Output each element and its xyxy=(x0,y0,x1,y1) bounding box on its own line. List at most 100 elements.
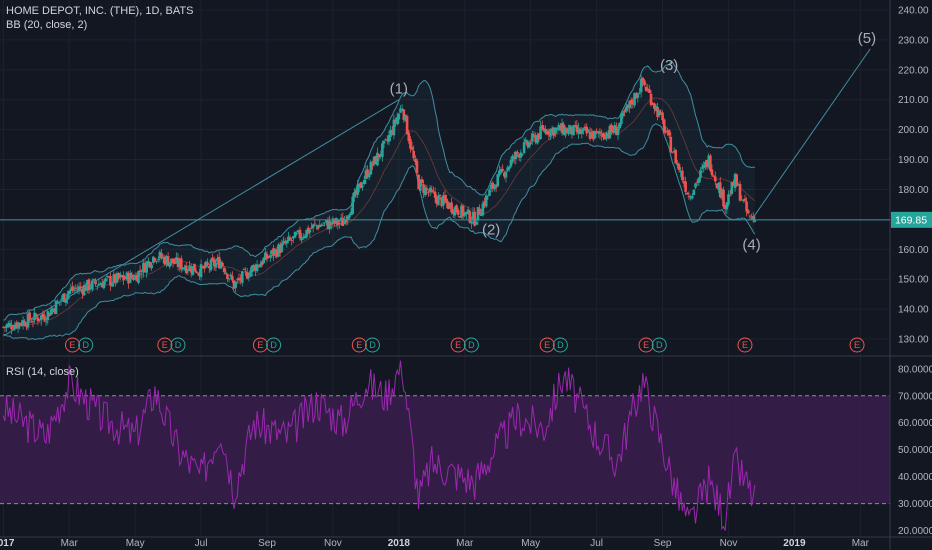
marker-letter: E xyxy=(356,340,362,350)
candle xyxy=(713,176,717,182)
marker-letter: E xyxy=(742,340,748,350)
candle xyxy=(639,79,643,93)
candle xyxy=(532,134,536,136)
candle xyxy=(305,229,308,238)
candle xyxy=(203,265,206,269)
candle xyxy=(216,258,219,262)
candle xyxy=(387,135,391,142)
candle xyxy=(404,114,407,121)
candle xyxy=(636,94,640,98)
candle xyxy=(700,167,704,169)
candle xyxy=(681,170,684,181)
candle xyxy=(743,198,747,201)
candle xyxy=(590,132,593,138)
candle xyxy=(504,171,508,178)
candle xyxy=(331,218,335,224)
candle xyxy=(394,119,397,123)
earnings-marker[interactable]: E xyxy=(737,337,753,353)
candle xyxy=(79,286,83,289)
candle xyxy=(114,274,117,283)
candle xyxy=(709,155,712,171)
candle xyxy=(570,126,574,135)
candle xyxy=(333,219,336,224)
candle xyxy=(236,279,239,281)
marker-circle xyxy=(849,337,865,353)
time-tick-label: 2019 xyxy=(783,538,806,549)
candle xyxy=(443,195,447,201)
earnings-marker[interactable]: E xyxy=(252,337,268,353)
dividend-marker[interactable]: D xyxy=(170,337,186,353)
candle xyxy=(217,256,221,269)
candle xyxy=(329,222,333,225)
candle xyxy=(318,224,322,228)
price-tick-label: 190.00 xyxy=(898,155,929,166)
candle xyxy=(372,156,376,165)
earnings-marker[interactable]: E xyxy=(157,337,173,353)
candle xyxy=(120,275,124,278)
price-tick-label: 180.00 xyxy=(898,185,929,196)
candle xyxy=(382,140,386,144)
candle xyxy=(507,166,511,169)
dividend-marker[interactable]: D xyxy=(463,337,479,353)
dividend-marker[interactable]: D xyxy=(266,337,282,353)
earnings-marker[interactable]: E xyxy=(65,337,81,353)
candle xyxy=(181,267,185,269)
candle xyxy=(36,317,40,322)
wave-label: (1) xyxy=(390,81,408,98)
candle xyxy=(338,223,341,224)
candle xyxy=(260,261,264,265)
candle xyxy=(667,130,671,136)
candle xyxy=(618,122,622,129)
candle xyxy=(328,220,331,229)
candle xyxy=(633,93,636,106)
candle xyxy=(379,155,383,156)
candle xyxy=(293,231,297,238)
candle xyxy=(674,150,678,164)
candle xyxy=(336,220,340,225)
candle xyxy=(631,102,635,105)
candle xyxy=(587,130,590,133)
rsi-indicator-legend[interactable]: RSI (14, close) xyxy=(6,366,79,378)
dividend-marker[interactable]: D xyxy=(552,337,568,353)
marker-circle xyxy=(351,337,367,353)
dividend-marker[interactable]: D xyxy=(78,337,94,353)
candle xyxy=(542,128,546,132)
dividend-marker[interactable]: D xyxy=(364,337,380,353)
candle xyxy=(226,273,229,280)
candle xyxy=(451,210,455,214)
candle xyxy=(316,225,320,229)
candle xyxy=(148,262,152,268)
candle xyxy=(31,321,35,323)
candle xyxy=(687,195,691,197)
price-tick-label: 210.00 xyxy=(898,95,929,106)
earnings-marker[interactable]: E xyxy=(638,337,654,353)
earnings-marker[interactable]: E xyxy=(450,337,466,353)
marker-letter: D xyxy=(175,340,182,350)
candle xyxy=(470,221,473,224)
candle xyxy=(692,189,696,196)
candle xyxy=(198,272,201,277)
candle xyxy=(109,275,112,286)
candle xyxy=(677,163,681,170)
earnings-marker[interactable]: E xyxy=(351,337,367,353)
candle xyxy=(82,285,86,296)
symbol-legend[interactable]: HOME DEPOT, INC. (THE), 1D, BATS xyxy=(6,5,194,17)
candle xyxy=(679,170,682,172)
candle xyxy=(392,119,396,136)
bb-indicator-legend[interactable]: BB (20, close, 2) xyxy=(6,19,88,31)
candle xyxy=(132,277,135,280)
dividend-marker[interactable]: D xyxy=(651,337,667,353)
candle xyxy=(201,266,205,268)
candle xyxy=(168,262,172,267)
time-tick-label: Nov xyxy=(324,538,342,549)
earnings-marker[interactable]: E xyxy=(539,337,555,353)
candle xyxy=(362,179,366,185)
candle xyxy=(458,216,462,218)
candle xyxy=(8,322,12,326)
candle xyxy=(522,142,526,154)
earnings-marker[interactable]: E xyxy=(849,337,865,353)
candle xyxy=(723,205,727,209)
candle xyxy=(72,289,76,291)
